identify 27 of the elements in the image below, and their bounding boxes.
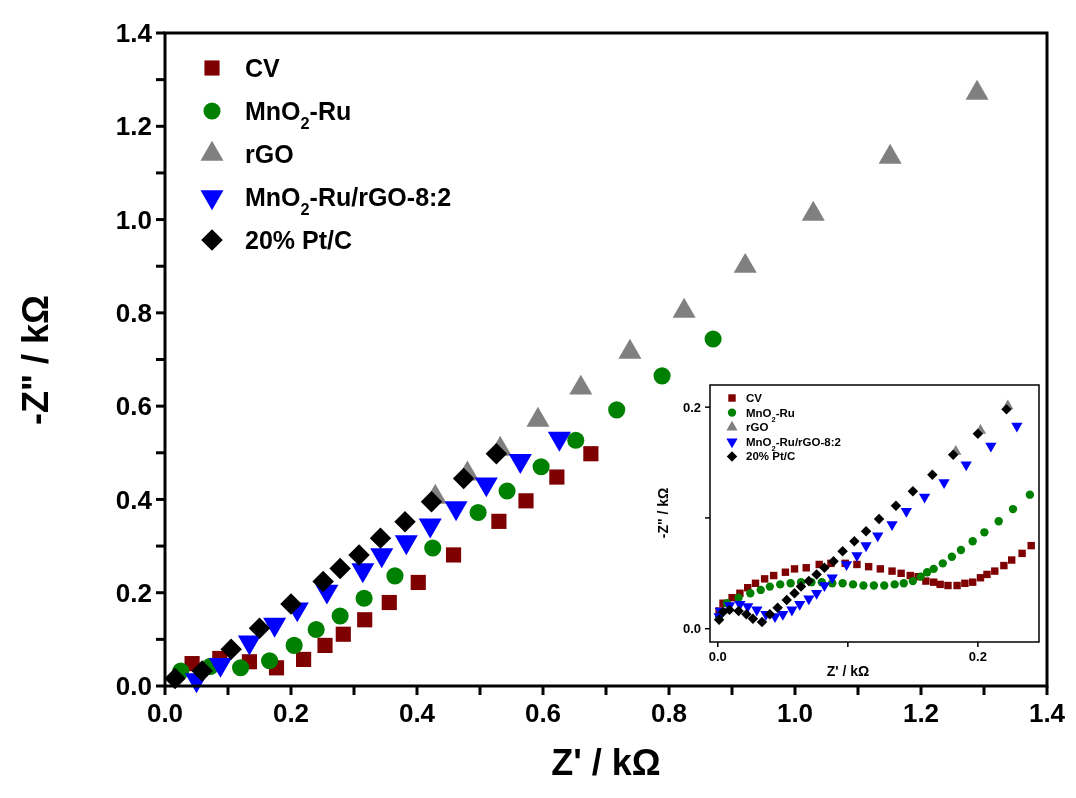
x-tick-label: 0.4 — [398, 698, 436, 729]
y-tick-label: 0.8 — [115, 297, 152, 328]
legend-label: MnO$_{2}$-Ru — [245, 96, 352, 132]
legend-label: MnO$_{2}$-Ru/rGO-8:2 — [746, 435, 841, 453]
y-tick-label: 1.4 — [115, 18, 153, 49]
x-axis-title: Z' / kΩ — [826, 663, 870, 679]
legend-label: rGO — [245, 139, 294, 168]
y-tick-label: 0.2 — [115, 577, 152, 608]
y-tick-label: 0.6 — [115, 391, 152, 422]
legend-label: MnO$_{2}$-Ru — [746, 406, 795, 424]
x-tick-label: 0.2 — [272, 698, 310, 729]
legend-label: CV — [245, 53, 281, 82]
y-axis-title: -Z" / kΩ — [655, 487, 671, 539]
legend-label: 20% Pt/C — [746, 450, 796, 463]
x-axis-title: Z' / kΩ — [551, 742, 661, 783]
y-tick-label: 1.0 — [115, 204, 152, 235]
legend-label: 20% Pt/C — [245, 225, 352, 254]
x-tick-label: 1.2 — [902, 698, 940, 729]
x-tick-label: 1.4 — [1028, 698, 1066, 729]
y-tick-label: 0.4 — [115, 484, 153, 515]
legend-label: MnO$_{2}$-Ru/rGO-8:2 — [245, 182, 452, 218]
legend-label: rGO — [746, 421, 769, 434]
legend-label: CV — [746, 392, 763, 405]
x-tick-label: 0.6 — [524, 698, 562, 729]
x-tick-label: 1.0 — [776, 698, 814, 729]
y-axis-title: -Z" / kΩ — [15, 295, 56, 425]
y-tick-label: 1.2 — [115, 111, 152, 142]
